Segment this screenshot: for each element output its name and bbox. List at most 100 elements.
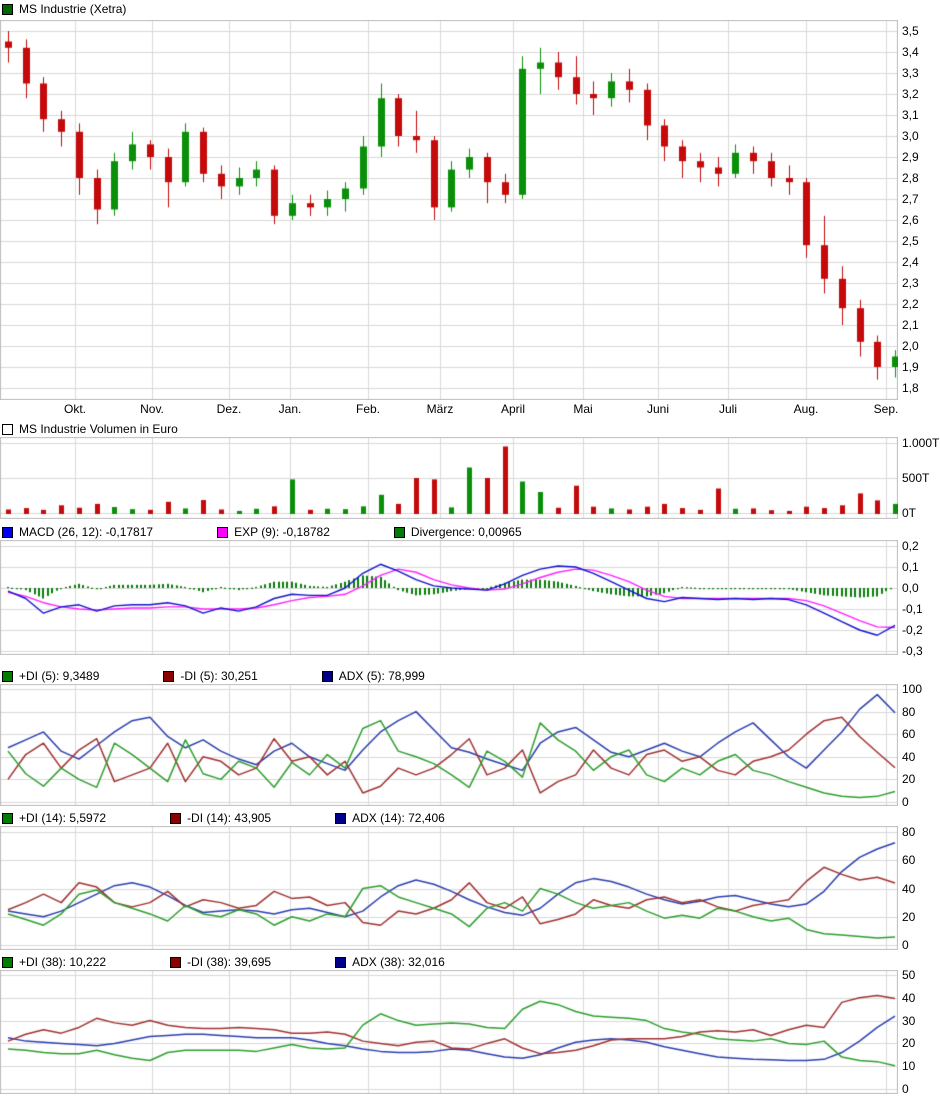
month-label: Aug. bbox=[793, 402, 819, 416]
axis-tick-label: 2,0 bbox=[902, 339, 919, 353]
adx14-swatch-icon bbox=[335, 812, 347, 824]
volume-title: MS Industrie Volumen in Euro bbox=[19, 422, 178, 436]
axis-tick-label: -0,3 bbox=[902, 644, 923, 658]
axis-tick-label: 2,7 bbox=[902, 192, 919, 206]
axis-tick-label: 40 bbox=[902, 749, 916, 764]
axis-tick-label: 3,5 bbox=[902, 24, 919, 38]
axis-tick-label: 40 bbox=[902, 881, 916, 896]
minus-di14-legend-label: -DI (14): 43,905 bbox=[187, 811, 272, 825]
month-label: Mai bbox=[573, 402, 593, 416]
axis-tick-label: 20 bbox=[902, 1036, 916, 1051]
axis-tick-label: 3,4 bbox=[902, 45, 919, 59]
dmi5-chart bbox=[0, 684, 898, 806]
axis-tick-label: 2,6 bbox=[902, 213, 919, 227]
plus-di5-legend-label: +DI (5): 9,3489 bbox=[19, 669, 100, 683]
axis-tick-label: 0,1 bbox=[902, 560, 919, 574]
axis-tick-label: 0,2 bbox=[902, 539, 919, 553]
macd-legend: MACD (26, 12): -0,17817 EXP (9): -0,1878… bbox=[2, 524, 580, 540]
dmi5-legend: +DI (5): 9,3489 -DI (5): 30,251 ADX (5):… bbox=[2, 668, 483, 684]
price-series-marker-icon bbox=[2, 3, 13, 15]
axis-tick-label: 60 bbox=[902, 853, 916, 868]
month-label: Feb. bbox=[355, 402, 381, 416]
month-label: Dez. bbox=[216, 402, 242, 416]
adx5-legend-item: ADX (5): 78,999 bbox=[321, 669, 425, 683]
volume-panel-header: MS Industrie Volumen in Euro bbox=[2, 421, 178, 437]
adx14-legend-item: ADX (14): 72,406 bbox=[335, 811, 445, 825]
axis-tick-label: 2,8 bbox=[902, 171, 919, 185]
axis-tick-label: 2,1 bbox=[902, 318, 919, 332]
exp-legend-label: EXP (9): -0,18782 bbox=[234, 525, 330, 539]
plus-di14-legend-label: +DI (14): 5,5972 bbox=[19, 811, 107, 825]
axis-tick-label: 1,8 bbox=[902, 381, 919, 395]
divergence-legend-item: Divergence: 0,00965 bbox=[393, 525, 522, 539]
adx38-legend-label: ADX (38): 32,016 bbox=[352, 955, 445, 969]
month-label: Juli bbox=[718, 402, 738, 416]
axis-tick-label: -0,2 bbox=[902, 623, 923, 637]
month-label: Jan. bbox=[278, 402, 302, 416]
minus-di38-legend-label: -DI (38): 39,695 bbox=[187, 955, 272, 969]
axis-tick-label: 20 bbox=[902, 909, 916, 924]
adx14-legend-label: ADX (14): 72,406 bbox=[352, 811, 445, 825]
axis-tick-label: 2,4 bbox=[902, 255, 919, 269]
month-label: Sep. bbox=[873, 402, 899, 416]
plus-di5-legend-item: +DI (5): 9,3489 bbox=[2, 669, 99, 683]
volume-bar-chart bbox=[0, 437, 898, 519]
axis-tick-label: 0T bbox=[902, 506, 917, 520]
axis-tick-label: 3,0 bbox=[902, 129, 919, 143]
exp-swatch-icon bbox=[217, 526, 229, 538]
dmi14-chart bbox=[0, 826, 898, 950]
axis-tick-label: 2,9 bbox=[902, 150, 919, 164]
divergence-swatch-icon bbox=[393, 526, 405, 538]
macd-swatch-icon bbox=[2, 526, 13, 538]
axis-tick-label: 3,2 bbox=[902, 87, 919, 101]
macd-legend-label: MACD (26, 12): -0,17817 bbox=[19, 525, 154, 539]
month-label: April bbox=[500, 402, 526, 416]
axis-tick-label: 50 bbox=[902, 968, 916, 982]
axis-tick-label: 10 bbox=[902, 1059, 916, 1074]
axis-tick-label: 3,1 bbox=[902, 108, 919, 122]
axis-tick-label: 2,2 bbox=[902, 297, 919, 311]
plus-di5-swatch-icon bbox=[2, 670, 13, 682]
axis-tick-label: -0,1 bbox=[902, 602, 923, 616]
month-label: März bbox=[426, 402, 454, 416]
dmi14-legend: +DI (14): 5,5972 -DI (14): 43,905 ADX (1… bbox=[2, 810, 503, 826]
plus-di14-legend-item: +DI (14): 5,5972 bbox=[2, 811, 106, 825]
axis-tick-label: 30 bbox=[902, 1013, 916, 1028]
chart-title: MS Industrie (Xetra) bbox=[19, 2, 127, 16]
minus-di5-legend-label: -DI (5): 30,251 bbox=[180, 669, 258, 683]
exp-legend-item: EXP (9): -0,18782 bbox=[217, 525, 330, 539]
month-label: Juni bbox=[646, 402, 670, 416]
minus-di5-legend-item: -DI (5): 30,251 bbox=[163, 669, 258, 683]
minus-di14-legend-item: -DI (14): 43,905 bbox=[170, 811, 271, 825]
minus-di5-swatch-icon bbox=[163, 670, 175, 682]
adx5-legend-label: ADX (5): 78,999 bbox=[338, 669, 425, 683]
month-label: Okt. bbox=[63, 402, 87, 416]
plus-di38-legend-label: +DI (38): 10,222 bbox=[19, 955, 107, 969]
axis-tick-label: 1,9 bbox=[902, 360, 919, 374]
axis-tick-label: 40 bbox=[902, 990, 916, 1005]
adx38-legend-item: ADX (38): 32,016 bbox=[335, 955, 445, 969]
plus-di38-legend-item: +DI (38): 10,222 bbox=[2, 955, 106, 969]
axis-tick-label: 2,5 bbox=[902, 234, 919, 248]
dmi38-legend: +DI (38): 10,222 -DI (38): 39,695 ADX (3… bbox=[2, 954, 503, 970]
price-panel-header: MS Industrie (Xetra) bbox=[2, 1, 126, 17]
axis-tick-label: 0 bbox=[902, 795, 909, 809]
plus-di38-swatch-icon bbox=[2, 956, 13, 968]
minus-di38-swatch-icon bbox=[170, 956, 182, 968]
minus-di38-legend-item: -DI (38): 39,695 bbox=[170, 955, 271, 969]
axis-tick-label: 80 bbox=[902, 825, 916, 839]
macd-chart bbox=[0, 540, 898, 655]
minus-di14-swatch-icon bbox=[170, 812, 182, 824]
axis-tick-label: 0 bbox=[902, 938, 909, 952]
axis-tick-label: 1.000T bbox=[902, 436, 940, 450]
divergence-legend-label: Divergence: 0,00965 bbox=[410, 525, 522, 539]
macd-legend-item: MACD (26, 12): -0,17817 bbox=[2, 525, 153, 539]
price-candlestick-chart bbox=[0, 20, 898, 400]
axis-tick-label: 20 bbox=[902, 772, 916, 787]
volume-series-marker-icon bbox=[2, 423, 13, 435]
axis-tick-label: 500T bbox=[902, 471, 930, 485]
axis-tick-label: 2,3 bbox=[902, 276, 919, 290]
month-label: Nov. bbox=[140, 402, 164, 416]
adx5-swatch-icon bbox=[321, 670, 333, 682]
